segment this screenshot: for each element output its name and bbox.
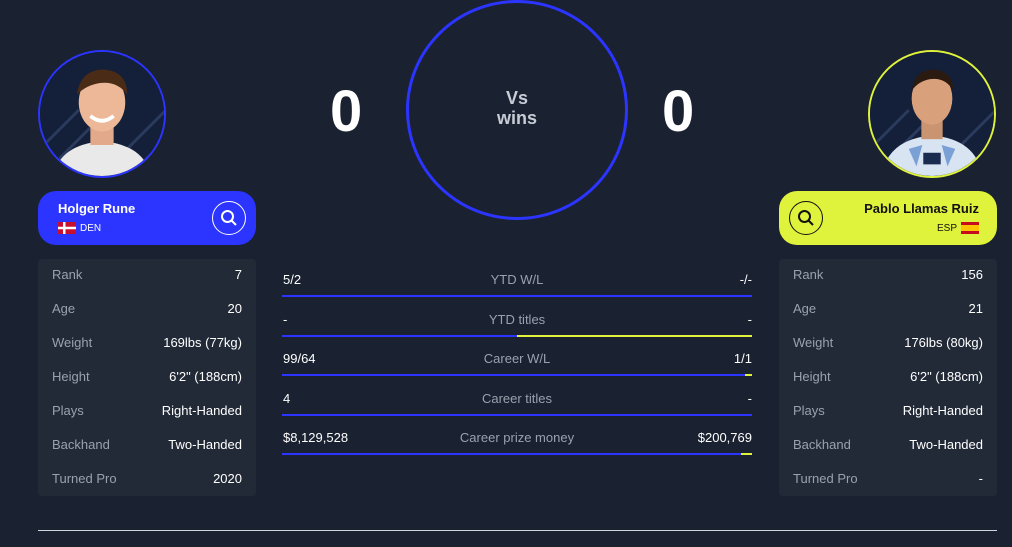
player-left-country: DEN [58,222,101,234]
player-left-card: Holger Rune DEN [38,191,256,245]
comparison-left-value: 99/64 [283,351,316,366]
stat-label: Height [793,368,831,384]
player-right-score: 0 [662,79,695,144]
stat-value: 169lbs (77kg) [163,334,242,350]
stat-row: Plays Right-Handed [38,393,256,427]
player-right-country-code: ESP [936,222,957,234]
comparison-right-value: - [747,311,752,327]
player-left-country-code: DEN [80,222,102,234]
vs-label-line1: Vs [505,88,529,108]
player-right-name: Pablo Llamas Ruiz [864,201,979,216]
stat-label: Backhand [793,436,851,452]
comparison-left-value: - [283,311,288,327]
stat-value: 6'2" (188cm) [169,368,242,384]
player-right-photo [870,52,994,176]
stat-label: Turned Pro [793,470,858,486]
stat-row: Age 20 [38,291,256,325]
stat-value: Right-Handed [902,402,983,418]
stat-label: Turned Pro [52,470,117,486]
stat-row: Backhand Two-Handed [38,427,256,461]
stat-value: 2020 [213,470,242,486]
player-left-avatar [38,50,166,178]
stat-row: Backhand Two-Handed [779,427,997,461]
denmark-flag-icon [58,222,76,234]
player-left-search-button[interactable] [212,201,246,235]
spain-flag-icon [961,222,979,234]
player-right-card: Pablo Llamas Ruiz ESP [779,191,997,245]
comparison-left-value: 5/2 [283,272,302,287]
stat-value: - [978,470,983,486]
stat-row: Turned Pro - [779,461,997,495]
stat-label: Rank [52,266,83,282]
stat-label: Plays [52,402,84,418]
comparison-row: $8,129,528 Career prize money $200,769 [282,420,752,460]
player-left-stats: Rank 7 Age 20 Weight 169lbs (77kg) Height 6'… [38,259,256,496]
stat-label: Rank [793,266,824,282]
stat-row: Plays Right-Handed [779,393,997,427]
comparison-bar-left [282,334,517,337]
stat-label: Plays [793,402,825,418]
comparison-bar-left [282,374,745,376]
stat-label: Age [793,300,817,316]
comparison-label: Career W/L [483,351,551,366]
stat-value: Two-Handed [168,436,242,452]
stat-label: Weight [52,334,93,350]
player-left-name: Holger Rune [58,201,136,216]
comparison-label: YTD W/L [490,272,544,287]
comparison-right-value: 1/1 [733,351,752,366]
search-icon [221,210,237,226]
stat-row: Rank 156 [779,257,997,291]
player-left-photo [40,52,164,176]
comparison-row: 5/2 YTD W/L -/- [282,262,752,302]
stat-row: Height 6'2" (188cm) [779,359,997,393]
stat-row: Rank 7 [38,257,256,291]
stat-row: Turned Pro 2020 [38,461,256,495]
player-right-country: ESP [937,222,979,234]
stat-value: 20 [227,300,242,316]
player-right-search-button[interactable] [789,201,823,235]
stat-label: Age [52,300,76,316]
stat-row: Age 21 [779,291,997,325]
comparison-label: Career prize money [459,430,575,445]
comparison-bar-right [744,374,752,376]
vs-label: Vs wins [406,88,628,128]
comparison-row: - YTD titles - [282,302,752,342]
player-right-avatar [868,50,996,178]
player-right-stats: Rank 156 Age 21 Weight 176lbs (80kg) Height… [779,259,997,496]
comparison-right-value: $200,769 [697,430,752,445]
stat-label: Weight [793,334,834,350]
stat-row: Weight 176lbs (80kg) [779,325,997,359]
stat-value: 7 [234,266,242,282]
stat-label: Backhand [52,436,110,452]
stat-value: Two-Handed [909,436,983,452]
comparison-label: Career titles [481,390,553,406]
comparison-row: 4 Career titles - [282,381,752,421]
search-icon [798,210,814,226]
comparison-row: 99/64 Career W/L 1/1 [282,341,752,381]
comparison-bar-right [740,453,752,455]
comparison-left-value: $8,129,528 [283,430,349,445]
comparison-label: YTD titles [488,311,546,327]
comparison-left-value: 4 [283,390,291,406]
stat-row: Weight 169lbs (77kg) [38,325,256,359]
comparison-right-value: - [747,390,752,406]
vs-label-line2: wins [496,108,537,128]
comparison-right-value: -/- [739,272,752,287]
comparison-table: 5/2 YTD W/L -/- - YTD titles - 99/64 Car… [282,262,752,460]
comparison-bar-right [517,334,752,337]
stat-value: 21 [968,300,983,316]
comparison-bar-left [282,413,752,416]
stat-row: Height 6'2" (188cm) [38,359,256,393]
stat-label: Height [52,368,90,384]
stat-value: Right-Handed [161,402,242,418]
stat-value: 156 [961,266,983,282]
vs-circle [406,0,628,220]
comparison-bar-left [282,295,752,297]
stat-value: 176lbs (80kg) [904,334,983,350]
stat-value: 6'2" (188cm) [910,368,983,384]
player-left-score: 0 [330,79,363,144]
comparison-bar-left [282,453,741,455]
bottom-divider [38,530,997,531]
